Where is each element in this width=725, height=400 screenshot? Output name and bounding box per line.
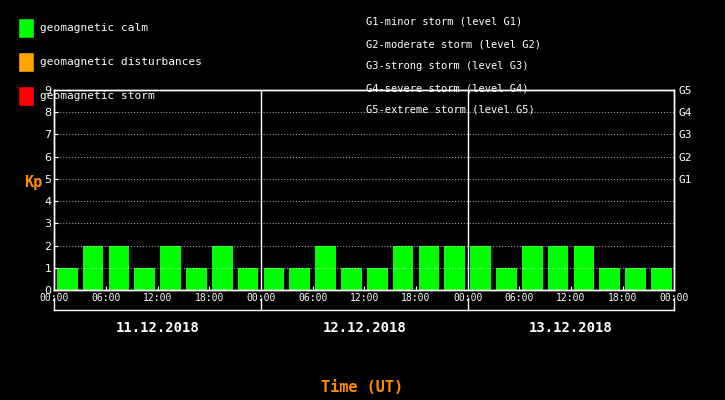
Bar <box>547 246 568 290</box>
Text: 13.12.2018: 13.12.2018 <box>529 321 613 335</box>
Bar <box>57 268 78 290</box>
Text: geomagnetic calm: geomagnetic calm <box>40 23 148 33</box>
Bar <box>315 246 336 290</box>
Bar <box>418 246 439 290</box>
Bar <box>600 268 620 290</box>
Y-axis label: Kp: Kp <box>24 175 43 190</box>
Bar <box>83 246 104 290</box>
Bar <box>109 246 129 290</box>
Bar <box>522 246 542 290</box>
Bar <box>496 268 517 290</box>
Bar <box>573 246 594 290</box>
Bar <box>160 246 181 290</box>
Text: geomagnetic storm: geomagnetic storm <box>40 91 154 101</box>
Text: G1-minor storm (level G1): G1-minor storm (level G1) <box>366 17 523 27</box>
Text: geomagnetic disturbances: geomagnetic disturbances <box>40 57 202 67</box>
Bar <box>651 268 671 290</box>
Text: 12.12.2018: 12.12.2018 <box>323 321 406 335</box>
Bar <box>134 268 155 290</box>
Bar <box>212 246 233 290</box>
Bar <box>238 268 258 290</box>
Bar <box>341 268 362 290</box>
Text: G4-severe storm (level G4): G4-severe storm (level G4) <box>366 83 529 93</box>
Text: G3-strong storm (level G3): G3-strong storm (level G3) <box>366 61 529 71</box>
Bar <box>264 268 284 290</box>
Bar <box>186 268 207 290</box>
Text: G2-moderate storm (level G2): G2-moderate storm (level G2) <box>366 39 541 49</box>
Text: 11.12.2018: 11.12.2018 <box>116 321 199 335</box>
Bar <box>625 268 646 290</box>
Bar <box>444 246 465 290</box>
Bar <box>471 246 491 290</box>
Bar <box>393 246 413 290</box>
Text: G5-extreme storm (level G5): G5-extreme storm (level G5) <box>366 105 535 115</box>
Bar <box>367 268 388 290</box>
Text: Time (UT): Time (UT) <box>321 380 404 396</box>
Bar <box>289 268 310 290</box>
